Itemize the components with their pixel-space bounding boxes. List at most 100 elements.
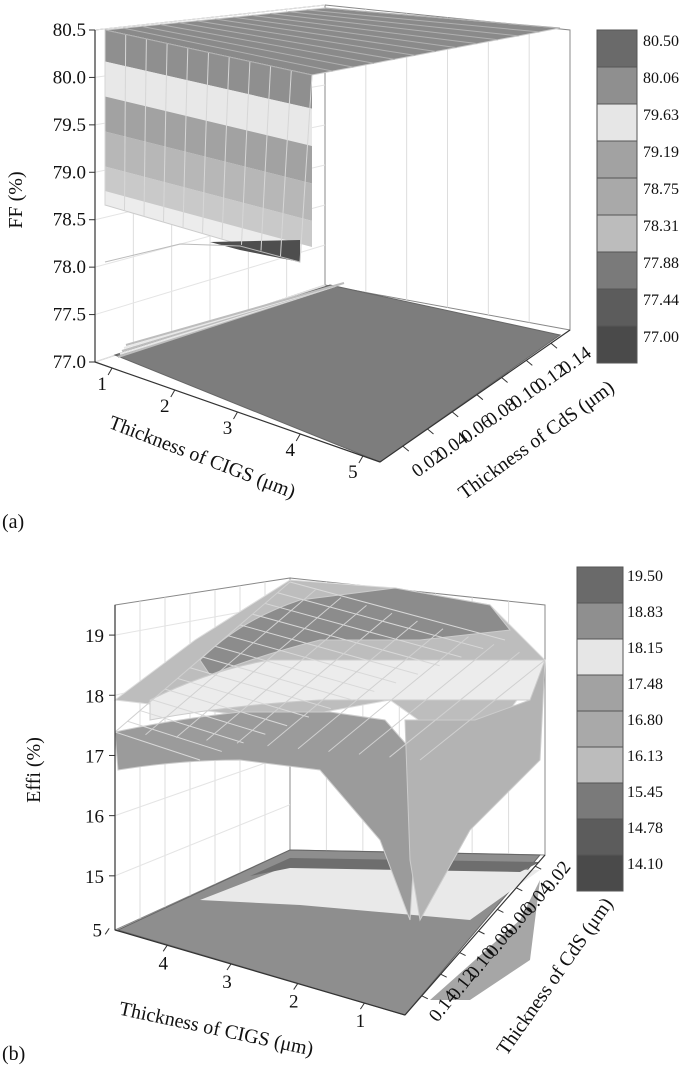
legend-label-b: 18.83	[627, 604, 663, 621]
surface-band-a	[105, 131, 312, 221]
x-axis-label-a: Thickness of CIGS (μm)	[106, 412, 299, 503]
surface-top-mesh-a	[214, 18, 437, 52]
surface-mesh-a	[143, 38, 147, 217]
legend-swatch-b	[576, 746, 624, 784]
z-gridline-b	[114, 804, 291, 877]
surface-mesh-a	[202, 52, 209, 234]
z-tick-label-b: 18	[85, 686, 104, 707]
x-tick-label-a: 5	[348, 462, 358, 483]
legend-swatch-a	[596, 214, 638, 253]
y-tick-mark-a	[476, 394, 484, 401]
legend-swatch-b	[576, 818, 624, 856]
surface-band-a	[105, 61, 312, 147]
x-tick-mark-b	[226, 963, 232, 971]
surface-mesh-a	[241, 61, 251, 245]
y-tick-mark-a	[427, 428, 434, 435]
floor-light-band-b	[200, 865, 540, 920]
x-tick-label-a: 1	[97, 374, 107, 395]
z-ticks-b: 15 16 17 18 19	[85, 626, 115, 888]
z-gridline-a	[94, 4, 326, 31]
z-tick-label-b: 16	[85, 807, 104, 828]
y-tick-mark-a	[451, 411, 459, 418]
legend-label-b: 16.80	[627, 712, 663, 729]
surface-lower-band-b	[114, 711, 421, 921]
legend-swatch-b	[576, 710, 624, 748]
legend-label-a: 78.31	[643, 218, 679, 235]
surface-top-mesh-a	[104, 29, 313, 76]
surface-mesh-a	[280, 70, 292, 257]
legend-label-b: 18.15	[627, 640, 663, 657]
legend-swatch-a	[596, 29, 638, 68]
x-ticks-b: 5 4 3 2 1	[92, 920, 365, 1032]
z-tick-label-a: 79.0	[53, 162, 86, 183]
surface-mesh-b	[139, 710, 244, 744]
x-tick-mark-b	[104, 928, 110, 935]
legend-swatch-a	[596, 177, 638, 216]
y-tick-mark-b	[516, 887, 523, 892]
y-tick-mark-b	[421, 995, 429, 1000]
y-tick-mark-a	[525, 359, 533, 366]
legend-label-a: 77.44	[643, 292, 679, 309]
surface-mesh-b	[189, 667, 331, 710]
surface-top-mesh-a	[288, 11, 519, 37]
surface-top-mesh-a	[196, 20, 416, 56]
surface-mesh-b	[358, 644, 495, 755]
floor-stripes-a	[117, 282, 345, 358]
x-tick-label-b: 4	[158, 953, 168, 974]
z-tick-label-a: 78.5	[53, 210, 86, 231]
z-tick-label-a: 80.0	[53, 67, 86, 88]
surface-mesh-b	[175, 597, 342, 738]
legend-swatch-b	[576, 602, 624, 640]
surface-mesh-b	[227, 635, 397, 684]
legend-swatch-b	[576, 566, 624, 604]
y-tick-mark-b	[459, 952, 466, 957]
z-axis-label-a: FF (%)	[5, 171, 27, 228]
surface-top-mesh-a	[233, 16, 457, 49]
legend-swatch-b	[576, 782, 624, 820]
surface-top-band-b	[199, 587, 511, 676]
surface-mesh-a	[260, 65, 272, 251]
z-tick-label-a: 77.0	[53, 352, 86, 373]
y-tick-mark-b	[440, 973, 447, 978]
surface-mesh-b	[297, 628, 444, 750]
surface-mesh-b	[164, 688, 288, 727]
surface-top-mesh-a	[306, 9, 540, 33]
surface-mesh-a	[221, 56, 230, 240]
x-tick-label-b: 5	[92, 920, 102, 941]
legend-swatch-b	[576, 674, 624, 712]
legend-label-b: 15.45	[627, 784, 663, 801]
z-tick-label-a: 77.5	[53, 305, 86, 326]
surface-mesh-b	[145, 589, 316, 736]
surface-mesh-b	[127, 720, 222, 752]
legend-swatch-a	[596, 140, 638, 179]
legend-b: 19.50 18.83 18.15 17.48 16.80 16.13 15.45 14.78…	[576, 566, 663, 892]
panel-label-a: (a)	[2, 511, 24, 533]
surface-mesh-b	[328, 636, 469, 752]
z-tick-label-b: 17	[85, 746, 104, 767]
surface-grid-b	[114, 581, 546, 761]
z-tick-label-a: 80.5	[53, 20, 86, 41]
legend-swatch-b	[576, 638, 624, 676]
surface-mesh-b	[239, 624, 418, 675]
surface-mesh-b	[202, 656, 353, 701]
surface-top-mesh-a	[324, 7, 561, 29]
surface-valley-b	[404, 659, 546, 922]
surface-mesh-b	[177, 677, 310, 718]
surface-mesh-b	[277, 592, 484, 650]
surface-mesh-b	[214, 645, 375, 692]
x-tick-mark-a	[358, 455, 364, 464]
surface-mesh-b	[267, 620, 418, 747]
legend-label-b: 16.13	[627, 748, 663, 765]
legend-label-a: 79.19	[643, 144, 679, 161]
legend-label-a: 78.75	[643, 181, 679, 198]
z-tick-label-b: 19	[85, 626, 104, 647]
x-tick-label-b: 2	[289, 992, 299, 1013]
surface-top-mesh-a	[141, 25, 354, 68]
surface-mesh-b	[206, 605, 367, 741]
legend-label-a: 79.63	[643, 107, 679, 124]
x-tick-mark-b	[162, 945, 168, 952]
z-tick-label-a: 78.0	[53, 257, 86, 278]
surface-mesh-b	[389, 651, 520, 758]
